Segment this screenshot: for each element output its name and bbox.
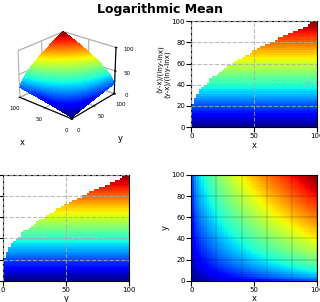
X-axis label: x: x <box>252 294 257 302</box>
Y-axis label: y: y <box>117 134 123 143</box>
X-axis label: x: x <box>20 138 25 147</box>
X-axis label: x: x <box>252 141 257 150</box>
Text: Logarithmic Mean: Logarithmic Mean <box>97 3 223 16</box>
X-axis label: y: y <box>63 294 68 302</box>
Y-axis label: (y-x)/(lny-lnx): (y-x)/(lny-lnx) <box>164 50 170 98</box>
Y-axis label: y: y <box>161 225 170 230</box>
